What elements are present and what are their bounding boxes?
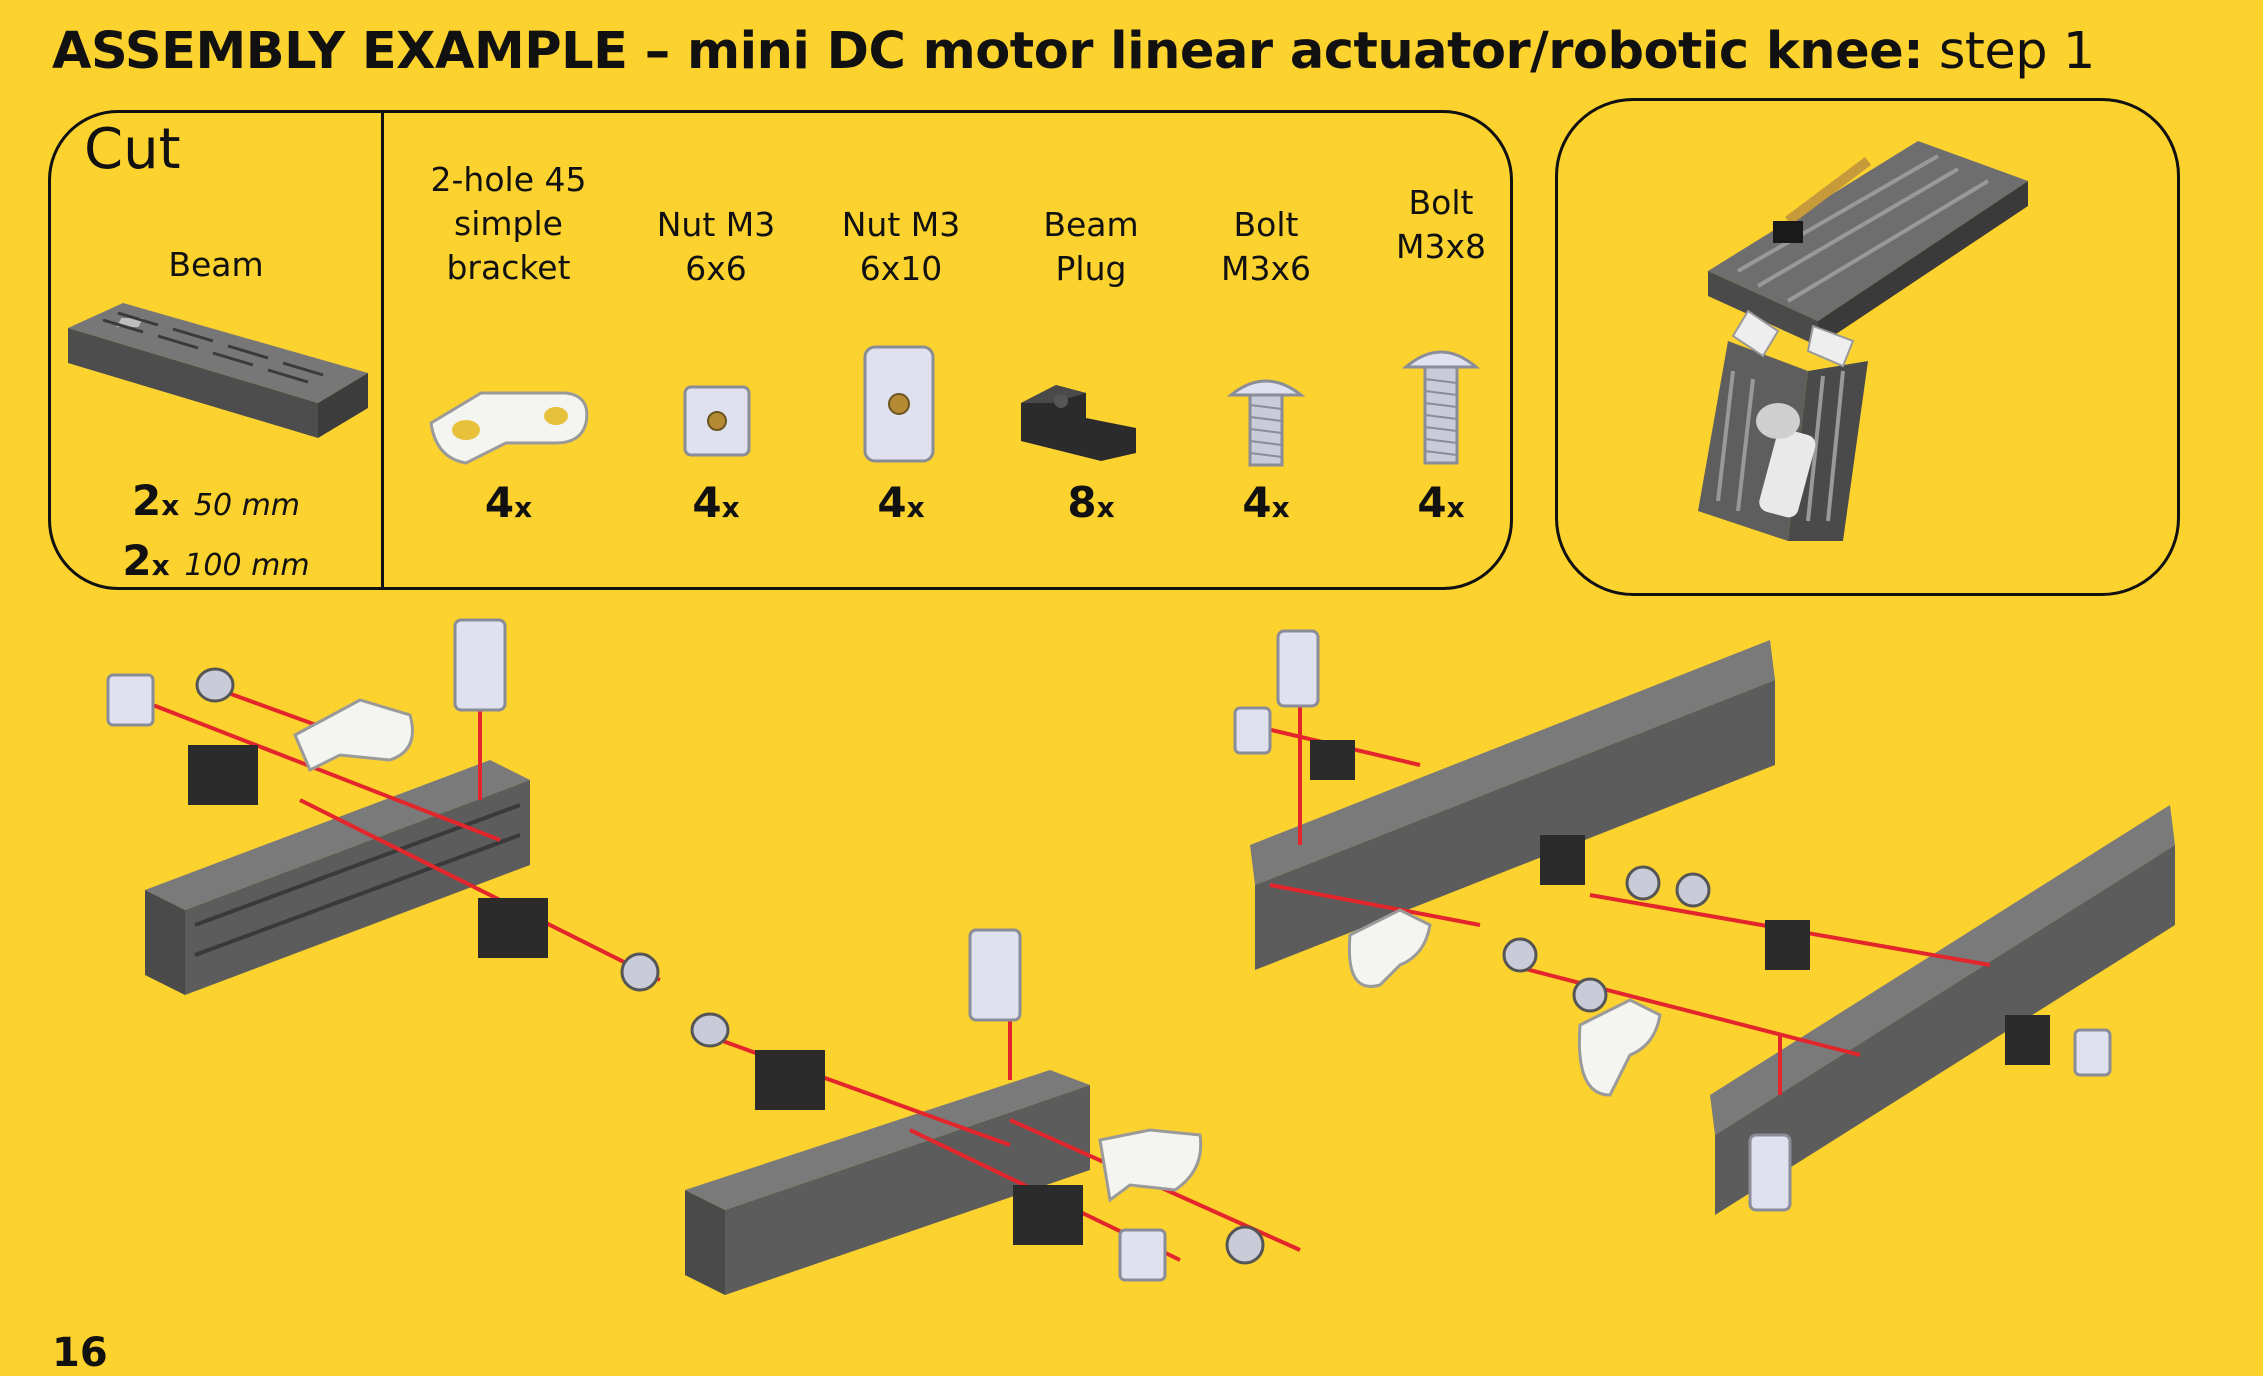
part-beam-plug-x: x: [1096, 491, 1115, 524]
part-beam-plug-count: 8: [1067, 478, 1097, 527]
nut-6x6-icon: [683, 385, 751, 457]
beam-qty-50-length: 50 mm: [193, 488, 301, 523]
beam-icon: [68, 303, 368, 438]
part-beam-plug: Beam Plug 8x: [1006, 203, 1176, 593]
part-bracket-name: 2-hole 45 simple bracket: [430, 160, 587, 287]
beam-qty-50: 2x 50 mm: [51, 476, 381, 525]
part-nut-6x6: Nut M3 6x6 4x: [636, 203, 796, 593]
exploded-view-c: [1233, 629, 2175, 1215]
nut-6x10-icon: [863, 345, 935, 463]
assembled-knee-illustration: [1698, 141, 2028, 541]
part-bracket: 2-hole 45 simple bracket 4x: [416, 158, 601, 588]
part-bolt-m3x8: Bolt M3x8 4x: [1366, 181, 1516, 591]
part-nut-6x10-x: x: [906, 491, 925, 524]
part-bolt-m3x8-x: x: [1446, 491, 1465, 524]
cut-label: Cut: [84, 117, 181, 182]
title-main: ASSEMBLY EXAMPLE – mini DC motor linear …: [52, 22, 1924, 81]
part-nut-6x6-name: Nut M3 6x6: [656, 205, 776, 288]
part-nut-6x10-name: Nut M3 6x10: [841, 205, 961, 288]
part-bolt-m3x6-name: Bolt M3x6: [1221, 205, 1311, 288]
bolt-m3x8-icon: [1401, 350, 1481, 465]
part-bolt-m3x6: Bolt M3x6 4x: [1191, 203, 1341, 593]
beam-qty-100-count: 2: [122, 536, 152, 585]
exploded-view-b: [685, 928, 1301, 1295]
part-bracket-x: x: [514, 491, 533, 524]
part-bolt-m3x8-qty: 4x: [1366, 478, 1516, 527]
page-number: 16: [52, 1330, 108, 1376]
part-nut-6x10: Nut M3 6x10 4x: [811, 203, 991, 593]
part-beam-plug-qty: 8x: [1006, 478, 1176, 527]
part-nut-6x6-count: 4: [692, 478, 722, 527]
part-beam-plug-name: Beam Plug: [1043, 205, 1139, 288]
title-step: step 1: [1938, 22, 2095, 81]
part-nut-6x10-qty: 4x: [811, 478, 991, 527]
part-nut-6x10-count: 4: [877, 478, 907, 527]
part-bracket-qty: 4x: [416, 478, 601, 527]
part-bolt-m3x6-count: 4: [1242, 478, 1272, 527]
assembled-preview-panel: [1555, 98, 2180, 596]
beam-part-name: Beam: [168, 245, 264, 284]
bracket-45-icon: [429, 391, 589, 465]
parts-panel: Cut Beam 2x 50 mm 2x 100 mm 2-hole 45 si…: [48, 110, 1513, 590]
bolt-m3x6-icon: [1226, 379, 1306, 467]
part-bolt-m3x6-qty: 4x: [1191, 478, 1341, 527]
beam-50mm-a: [145, 760, 530, 995]
beam-qty-100-length: 100 mm: [184, 548, 310, 583]
part-bolt-m3x8-name: Bolt M3x8: [1396, 183, 1486, 266]
beam-qty-50-x: x: [161, 489, 180, 522]
part-nut-6x6-x: x: [721, 491, 740, 524]
part-bracket-count: 4: [484, 478, 515, 527]
part-bolt-m3x8-count: 4: [1417, 478, 1447, 527]
beam-qty-100-x: x: [151, 549, 170, 582]
beam-plug-icon: [1021, 385, 1136, 461]
part-bolt-m3x6-x: x: [1271, 491, 1290, 524]
beam-qty-50-count: 2: [131, 476, 162, 525]
exploded-view-a: [106, 618, 661, 995]
page-title: ASSEMBLY EXAMPLE – mini DC motor linear …: [52, 22, 2095, 81]
panel-divider: [381, 110, 384, 590]
beam-qty-100: 2x 100 mm: [51, 536, 381, 585]
part-nut-6x6-qty: 4x: [636, 478, 796, 527]
